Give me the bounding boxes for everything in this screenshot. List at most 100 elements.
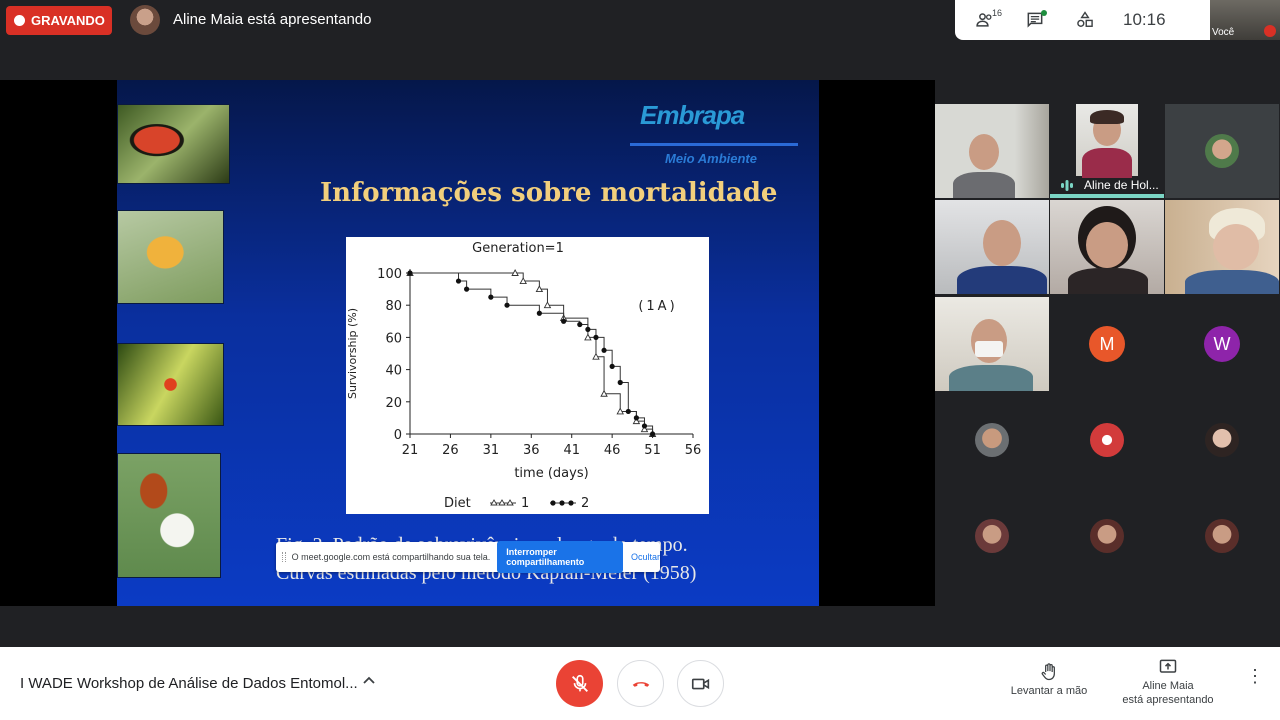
presenter-avatar (130, 5, 160, 35)
participant-face (1213, 224, 1259, 270)
meeting-title[interactable]: I WADE Workshop de Análise de Dados Ento… (20, 675, 358, 692)
avatar-letter: W (1204, 326, 1240, 362)
participant-tile[interactable] (1050, 489, 1164, 583)
y-tick-label: 80 (385, 299, 402, 314)
participant-tile[interactable] (1165, 489, 1279, 583)
camera-toggle-button[interactable] (677, 660, 724, 707)
top-bar: GRAVANDO Aline Maia está apresentando 16… (0, 0, 1280, 42)
screen-share-bar: O meet.google.com está compartilhando su… (276, 541, 660, 573)
participant-tile[interactable] (1050, 393, 1164, 487)
data-point (511, 269, 519, 276)
more-options-icon[interactable]: ⋮ (1246, 666, 1264, 686)
speaker-name: Aline de Hol... (1084, 178, 1159, 192)
data-point (543, 301, 552, 309)
recording-badge: GRAVANDO (6, 6, 112, 35)
x-tick-label: 51 (644, 443, 661, 458)
legend-marker (490, 499, 498, 506)
participant-face (969, 134, 999, 170)
meeting-details-chevron-icon[interactable] (362, 674, 376, 691)
x-tick-label: 21 (402, 443, 419, 458)
leave-call-button[interactable] (617, 660, 664, 707)
muted-mic-icon (1264, 25, 1276, 37)
participant-body (1068, 268, 1148, 294)
participant-face (1086, 222, 1128, 268)
logo-subtitle: Meio Ambiente (665, 151, 757, 166)
logo-divider (630, 143, 798, 146)
presenting-name: Aline Maia (1142, 680, 1194, 692)
chart-title: Generation=1 (472, 241, 564, 256)
slide-photo-larva (117, 343, 224, 426)
self-view-tile[interactable]: Você (1210, 0, 1280, 40)
chat-button[interactable] (1015, 0, 1055, 40)
participant-body (949, 365, 1033, 391)
share-message: O meet.google.com está compartilhando su… (291, 552, 491, 562)
data-point (632, 417, 641, 425)
x-tick-label: 46 (604, 443, 621, 458)
camera-icon (691, 678, 709, 689)
data-point (649, 431, 656, 437)
stop-sharing-button[interactable]: Interromper compartilhamento (497, 541, 623, 573)
drag-handle-icon[interactable] (282, 552, 286, 562)
data-point (519, 277, 527, 284)
y-tick-label: 60 (385, 331, 402, 346)
presenting-button[interactable]: Aline Maia está apresentando (1118, 657, 1218, 707)
hand-icon (1041, 663, 1055, 681)
legend-marker (506, 499, 514, 506)
participant-body (957, 266, 1047, 294)
data-point (641, 423, 648, 429)
legend-marker (498, 499, 506, 506)
legend-title: Diet (444, 496, 471, 511)
participant-tile[interactable] (935, 489, 1049, 583)
participant-tile[interactable]: W (1165, 297, 1279, 391)
participant-tile[interactable] (1165, 200, 1279, 294)
participant-avatar (975, 423, 1009, 457)
active-speaker-tile[interactable]: Aline de Hol... (1050, 104, 1164, 198)
data-point (640, 425, 649, 433)
speaker-hair (1090, 110, 1124, 124)
data-point (455, 278, 462, 284)
participant-tile[interactable] (935, 104, 1049, 198)
participant-tile[interactable]: M (1050, 297, 1164, 391)
recording-label: GRAVANDO (31, 13, 105, 28)
legend-marker (559, 500, 565, 506)
microphone-toggle-button[interactable] (556, 660, 603, 707)
data-point (633, 415, 639, 421)
data-point (561, 318, 567, 324)
figure-tag: (1A) (638, 299, 677, 314)
data-point (593, 334, 599, 340)
activities-button[interactable] (1065, 0, 1105, 40)
chat-icon (1027, 12, 1043, 28)
participant-tile[interactable] (1165, 104, 1279, 198)
slide-title: Informações sobre mortalidade (320, 178, 778, 208)
legend-label-2: 2 (581, 496, 589, 511)
data-point (577, 321, 583, 328)
hang-up-icon (632, 681, 649, 687)
participant-tile[interactable] (1050, 200, 1164, 294)
present-screen-icon (1159, 659, 1177, 673)
clock: 10:16 (1123, 10, 1166, 29)
data-point (584, 333, 592, 341)
participant-count: 16 (992, 8, 1003, 18)
participant-tile[interactable] (935, 200, 1049, 294)
legend-marker (550, 500, 556, 506)
data-point (600, 389, 608, 397)
data-point (407, 270, 413, 276)
participant-tile[interactable] (1165, 393, 1279, 487)
people-button[interactable]: 16 (965, 0, 1005, 40)
data-point (504, 302, 510, 308)
data-point (616, 407, 624, 415)
x-tick-label: 36 (523, 443, 540, 458)
hide-button[interactable]: Ocultar (630, 552, 660, 562)
bottom-control-bar: I WADE Workshop de Análise de Dados Ento… (0, 647, 1280, 720)
participant-tile[interactable] (935, 297, 1049, 391)
data-point (535, 285, 544, 293)
legend-marker (568, 500, 574, 506)
recording-dot-icon (14, 15, 25, 26)
raise-hand-button[interactable]: Levantar a mão (1008, 662, 1090, 697)
presenter-status: Aline Maia está apresentando (173, 11, 372, 28)
participant-avatar (1205, 423, 1239, 457)
participant-body (1185, 270, 1279, 294)
participant-tile[interactable] (935, 393, 1049, 487)
participant-avatar (975, 519, 1009, 553)
